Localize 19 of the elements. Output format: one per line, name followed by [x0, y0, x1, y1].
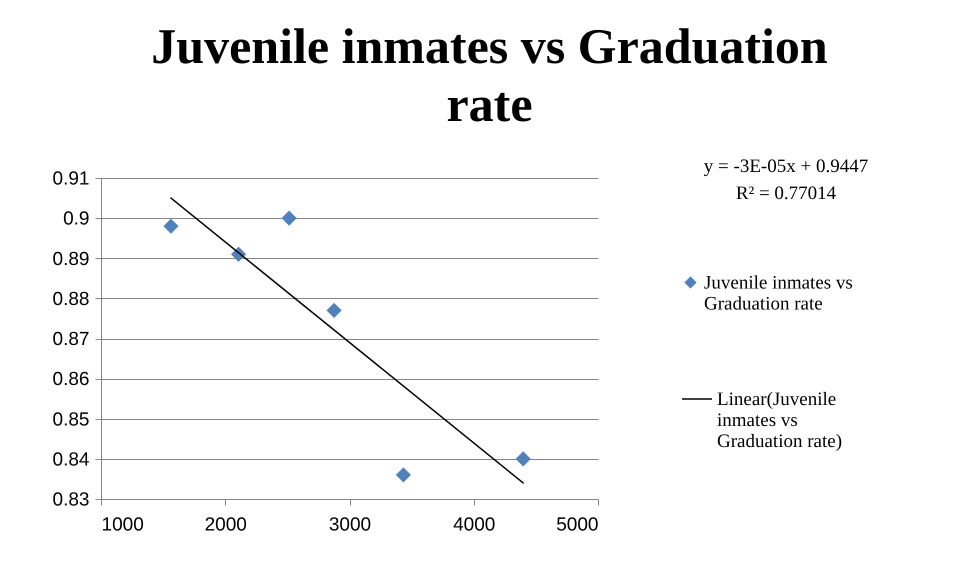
- y-tick-label: 0.89: [52, 248, 90, 270]
- y-tick-label: 0.83: [52, 490, 90, 510]
- y-tick-label: 0.84: [52, 449, 90, 470]
- y-tick-label: 0.85: [52, 409, 90, 430]
- text: R² = 0.77014: [736, 183, 837, 204]
- y-tick-label: 0.91: [52, 168, 90, 190]
- x-tick-label: 5000: [556, 514, 598, 536]
- y-tick-label: 0.88: [52, 288, 90, 310]
- y-tick-label: 0.87: [52, 329, 90, 350]
- y-tick-label: 0.86: [52, 369, 90, 390]
- chart-title: Juvenile inmates vs Graduation rate: [151, 18, 828, 132]
- x-tick-label: 2000: [204, 514, 247, 536]
- x-tick-label: 3000: [328, 514, 372, 536]
- legend-label: Juvenile inmates vs Graduation rate: [704, 272, 853, 314]
- legend-label: Linear(Juvenile inmates vs Graduation rate): [717, 389, 842, 452]
- x-tick-label: 1000: [102, 514, 144, 536]
- y-tick-label: 0.9: [63, 208, 90, 230]
- x-tick-label: 4000: [453, 514, 496, 536]
- text: y = -3E-05x + 0.9447: [704, 156, 868, 177]
